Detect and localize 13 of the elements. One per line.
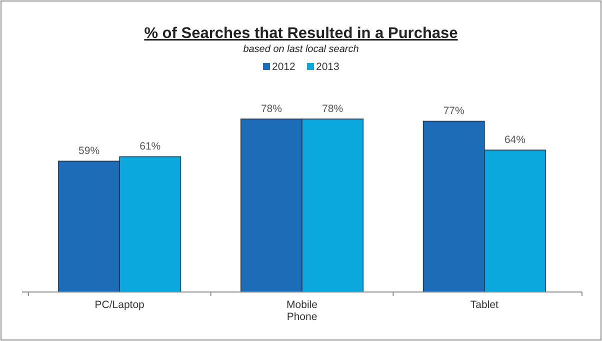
legend-label: 2012 xyxy=(272,61,296,73)
chart-subtitle: based on last local search xyxy=(243,44,360,55)
data-label: 77% xyxy=(443,105,464,118)
legend-label: 2013 xyxy=(316,61,340,73)
data-label: 78% xyxy=(260,103,282,115)
x-tick-label: Tablet xyxy=(470,299,498,311)
x-tick-label: Mobile Phone xyxy=(286,299,318,323)
data-label: 78% xyxy=(322,103,344,115)
data-label: 61% xyxy=(140,140,161,153)
data-label: 59% xyxy=(78,145,100,158)
data-label: 64% xyxy=(504,134,526,146)
chart-title: % of Searches that Resulted in a Purchase xyxy=(144,25,458,42)
x-tick-label: PC/Laptop xyxy=(94,299,145,311)
